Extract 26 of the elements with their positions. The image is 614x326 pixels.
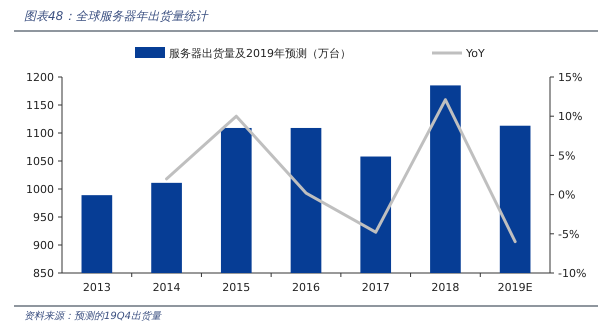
line-series (165, 98, 517, 244)
x-tick-label: 2017 (362, 281, 390, 294)
y-tick-label: 1200 (26, 71, 54, 84)
x-tick-label: 2015 (222, 281, 250, 294)
legend-label: 服务器出货量及2019年预测（万台） (169, 47, 351, 60)
x-tick-label: 2013 (82, 281, 111, 294)
y-tick-label: 1000 (26, 183, 54, 196)
text: 资料来源：预测的19Q4出货量 (24, 310, 162, 322)
x-tick-label: 2019E (498, 281, 533, 294)
x-tick-label: 2018 (431, 281, 460, 294)
y-tick-label: 850 (33, 267, 54, 280)
y-tick-label: 1150 (26, 99, 54, 112)
y-tick-label: 1050 (26, 155, 54, 168)
x-tick-label: 2014 (152, 281, 181, 294)
y2-tick-label: -5% (558, 228, 580, 241)
y2-tick-label: 5% (558, 149, 576, 162)
legend-label: YoY (465, 47, 485, 60)
y-tick-label: 900 (33, 239, 54, 252)
y-tick-label: 950 (33, 211, 54, 224)
y2-tick-label: 0% (558, 188, 576, 202)
x-tick-label: 2016 (292, 281, 320, 294)
y2-tick-label: 15% (558, 71, 582, 84)
chart-title: 图表48：全球服务器年出货量统计 (24, 9, 210, 23)
y-tick-label: 1100 (26, 127, 54, 140)
y2-tick-label: -10% (558, 267, 586, 280)
y2-tick-label: 10% (558, 110, 582, 124)
